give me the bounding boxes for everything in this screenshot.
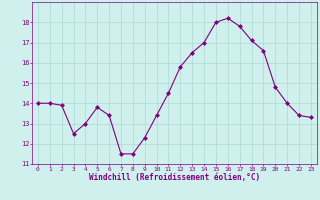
- X-axis label: Windchill (Refroidissement éolien,°C): Windchill (Refroidissement éolien,°C): [89, 173, 260, 182]
